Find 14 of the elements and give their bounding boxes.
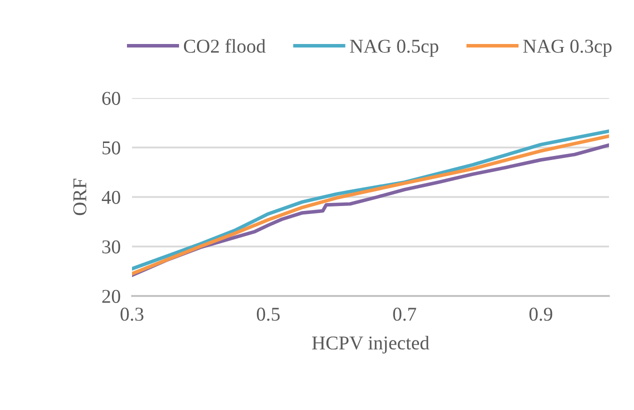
x-tick-label: 0.5 [256, 308, 280, 321]
legend-label: CO2 flood [184, 38, 266, 53]
legend-label: NAG 0.3cp [523, 40, 612, 57]
y-tick-label: 40 [102, 190, 120, 204]
y-tick-label: 30 [102, 240, 120, 254]
x-tick-label: 0.7 [393, 308, 416, 321]
y-tick-label: 60 [102, 92, 120, 105]
y-axis-title: ORF [73, 178, 86, 216]
x-axis-title: HCPV injected [312, 336, 430, 354]
y-tick-label: 50 [102, 141, 120, 154]
legend-label: NAG 0.5cp [350, 40, 438, 57]
y-tick-label: 20 [102, 290, 120, 303]
x-tick-label: 0.9 [529, 308, 552, 321]
x-tick-label: 0.3 [120, 308, 144, 321]
